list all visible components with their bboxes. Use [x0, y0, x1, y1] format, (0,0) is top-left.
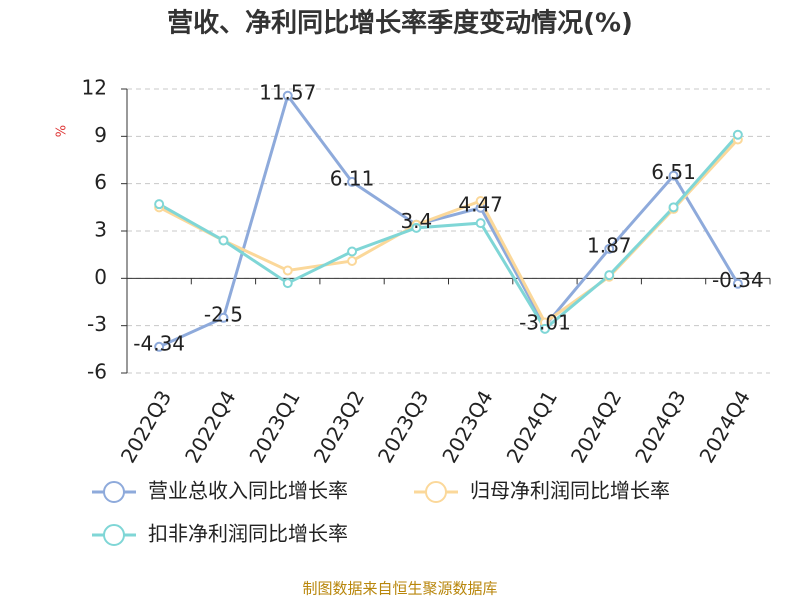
legend-marker [425, 481, 447, 503]
legend-marker [103, 524, 125, 546]
series-line [158, 133, 739, 332]
data-point [475, 218, 486, 229]
data-label: -3.01 [519, 310, 571, 334]
x-tick-label: 2023Q1 [244, 386, 304, 467]
x-tick-label: 2023Q3 [373, 386, 433, 467]
data-point [604, 243, 615, 254]
data-point [154, 341, 165, 352]
y-axis-label: % [55, 125, 70, 137]
data-point [347, 246, 358, 257]
x-tick-label: 2024Q1 [502, 386, 562, 467]
data-point [347, 255, 358, 266]
data-point [539, 323, 550, 334]
data-point [475, 196, 486, 207]
y-tick-label: 6 [94, 170, 107, 194]
series-line [158, 92, 740, 349]
source-note: 制图数据来自恒生聚源数据库 [302, 580, 497, 598]
x-tick-label: 2024Q2 [566, 386, 626, 467]
data-point [732, 129, 743, 140]
y-tick-label: 9 [94, 123, 107, 147]
legend-marker [103, 481, 125, 503]
legend-label: 营业总收入同比增长率 [148, 479, 348, 503]
legend-label: 扣非净利润同比增长率 [148, 522, 348, 546]
data-point [347, 176, 358, 187]
data-point [218, 235, 229, 246]
data-point [604, 270, 615, 281]
data-label: -2.5 [204, 302, 243, 326]
data-label: 6.51 [651, 160, 696, 184]
legend-label: 归母净利润同比增长率 [470, 479, 670, 503]
y-tick-label: 3 [94, 218, 107, 242]
x-tick-label: 2022Q4 [180, 386, 240, 467]
data-label: 6.11 [330, 166, 375, 190]
data-label: 11.57 [259, 80, 316, 104]
data-point [732, 278, 743, 289]
data-point [218, 312, 229, 323]
x-tick-label: 2023Q2 [309, 386, 369, 467]
data-point [154, 199, 165, 210]
y-tick-label: -3 [87, 312, 107, 336]
data-point [668, 202, 679, 213]
data-label: -0.34 [712, 268, 764, 292]
data-point [411, 222, 422, 233]
y-tick-label: 0 [94, 265, 107, 289]
y-tick-label: 12 [82, 76, 107, 100]
x-tick-label: 2024Q4 [694, 386, 754, 467]
x-tick-label: 2023Q4 [437, 386, 497, 467]
data-point [282, 90, 293, 101]
y-tick-label: -6 [87, 360, 107, 384]
data-label: 4.47 [458, 192, 503, 216]
x-tick-label: 2024Q3 [630, 386, 690, 467]
data-label: 3.4 [400, 209, 432, 233]
x-tick-label: 2022Q3 [116, 386, 176, 467]
data-point [282, 265, 293, 276]
chart-title: 营收、净利同比增长率季度变动情况(%) [167, 8, 633, 39]
data-point [668, 170, 679, 181]
data-label: 1.87 [587, 233, 632, 257]
data-label: -4.34 [133, 331, 185, 355]
data-point [282, 278, 293, 289]
